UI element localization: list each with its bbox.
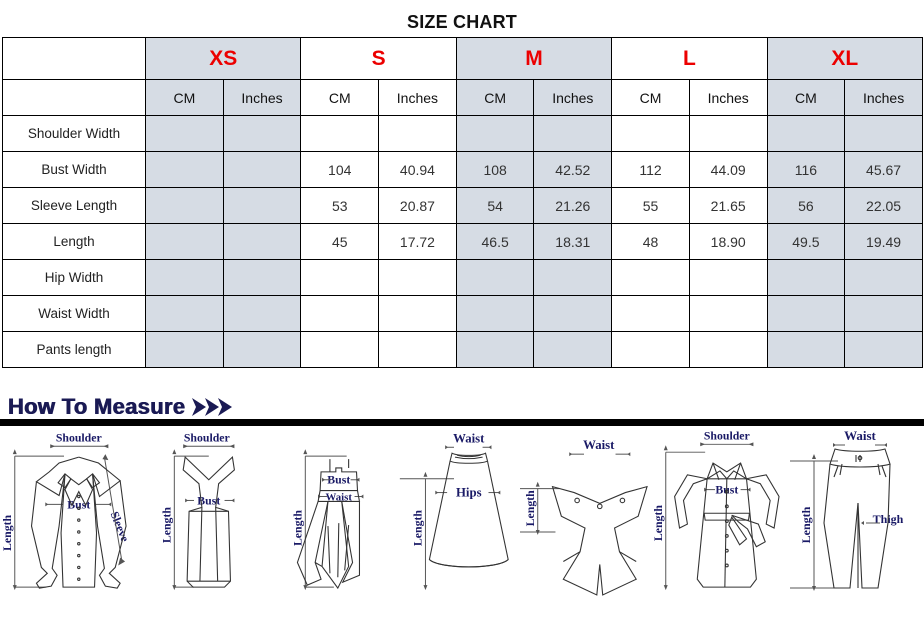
svg-text:Waist: Waist bbox=[453, 431, 485, 445]
svg-text:Length: Length bbox=[0, 514, 14, 550]
svg-text:Length: Length bbox=[290, 510, 304, 546]
svg-text:Length: Length bbox=[159, 507, 173, 543]
svg-text:Length: Length bbox=[799, 506, 813, 543]
svg-text:Shoulder: Shoulder bbox=[184, 430, 230, 444]
svg-text:Sleeve: Sleeve bbox=[108, 509, 130, 543]
svg-text:Shoulder: Shoulder bbox=[704, 428, 750, 442]
svg-text:Length: Length bbox=[523, 490, 537, 526]
svg-text:Length: Length bbox=[411, 510, 425, 546]
svg-text:Shoulder: Shoulder bbox=[56, 430, 102, 444]
svg-text:Waist: Waist bbox=[844, 428, 876, 443]
svg-text:Hips: Hips bbox=[456, 486, 482, 500]
svg-text:Waist: Waist bbox=[583, 438, 615, 452]
svg-text:Length: Length bbox=[651, 505, 665, 541]
